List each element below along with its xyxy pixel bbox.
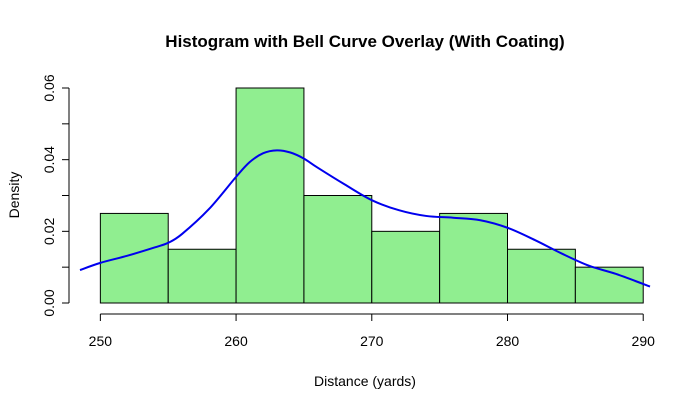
y-tick-label: 0.02 [41,217,57,244]
y-tick-label: 0.06 [41,74,57,101]
x-axis-label: Distance (yards) [314,373,416,389]
histogram-bars [99,87,644,304]
histogram-bar-5 [371,230,441,304]
density-curve [79,149,651,288]
x-tick-label: 260 [224,333,248,349]
x-tick-label: 280 [496,333,520,349]
x-tick-label: 270 [360,333,384,349]
chart-title: Histogram with Bell Curve Overlay (With … [165,32,564,51]
y-axis: 0.00 0.02 0.04 0.06 [41,74,70,317]
histogram-bar-2 [167,248,237,304]
x-axis: 250 260 270 280 290 [89,313,656,349]
y-tick-label: 0.04 [41,146,57,173]
x-tick-label: 290 [632,333,656,349]
histogram-bar-4 [303,195,373,304]
histogram-bar-7 [507,248,576,304]
histogram-bar-1 [99,212,169,304]
histogram-bar-6 [439,212,508,304]
histogram-bar-3 [235,87,305,304]
x-tick-label: 250 [89,333,113,349]
y-axis-label: Density [6,172,22,219]
y-tick-label: 0.00 [41,289,57,316]
histogram-bar-8 [574,266,644,304]
